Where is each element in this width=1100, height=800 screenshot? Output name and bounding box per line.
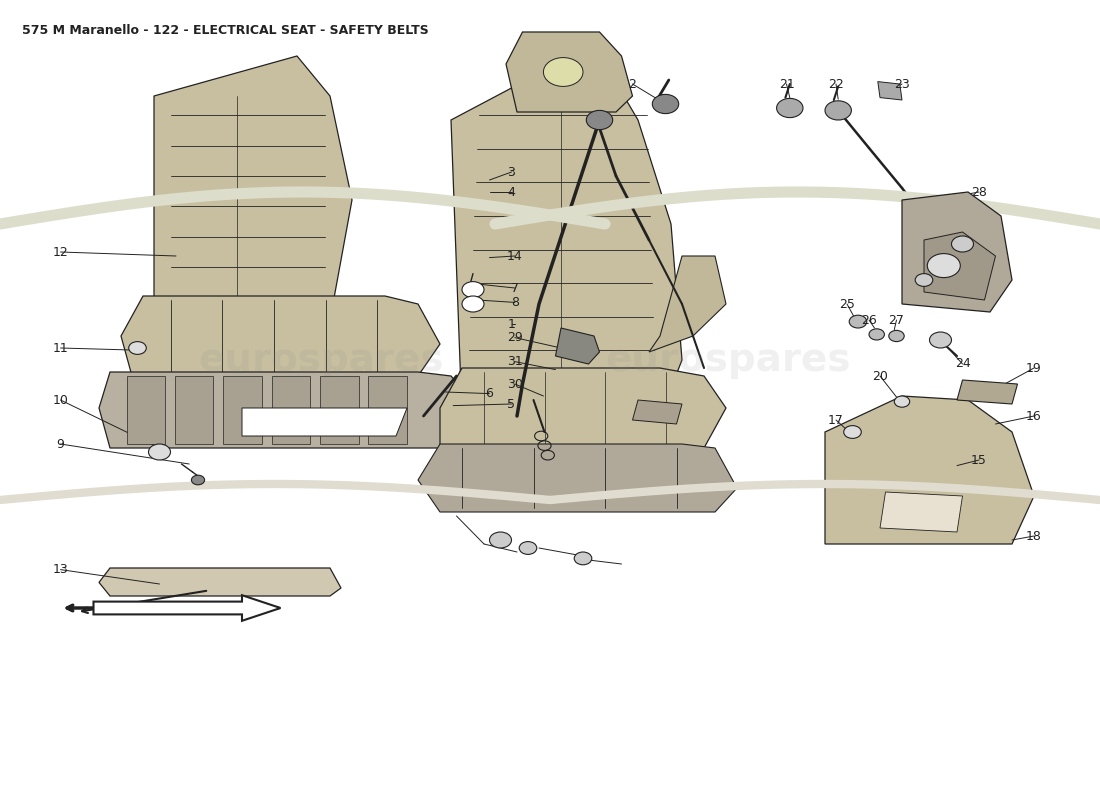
Text: 13: 13 [53, 563, 68, 576]
Text: 3: 3 [507, 166, 516, 178]
Polygon shape [368, 376, 407, 444]
Circle shape [129, 342, 146, 354]
Circle shape [586, 110, 613, 130]
Circle shape [844, 426, 861, 438]
Polygon shape [99, 372, 473, 448]
Text: 29: 29 [507, 331, 522, 344]
Text: 28: 28 [971, 186, 987, 198]
Circle shape [777, 98, 803, 118]
Polygon shape [121, 296, 440, 376]
Polygon shape [154, 56, 352, 360]
Polygon shape [924, 232, 996, 300]
Polygon shape [632, 400, 682, 424]
Text: 16: 16 [1026, 410, 1042, 422]
Text: 24: 24 [955, 358, 970, 370]
Polygon shape [506, 32, 632, 112]
Circle shape [148, 444, 170, 460]
Text: 27: 27 [889, 314, 904, 326]
Polygon shape [126, 376, 165, 444]
Text: 23: 23 [894, 78, 910, 90]
Text: 22: 22 [828, 78, 844, 90]
Polygon shape [649, 256, 726, 352]
Circle shape [652, 94, 679, 114]
Text: 1: 1 [507, 318, 516, 330]
Text: eurospares: eurospares [605, 341, 850, 379]
Circle shape [869, 329, 884, 340]
Text: 26: 26 [861, 314, 877, 326]
Circle shape [825, 101, 851, 120]
Polygon shape [451, 56, 682, 416]
Text: 20: 20 [872, 370, 888, 382]
Text: 18: 18 [1026, 530, 1042, 542]
Polygon shape [242, 408, 407, 436]
Text: 30: 30 [507, 378, 522, 390]
Circle shape [927, 254, 960, 278]
Text: 575 M Maranello - 122 - ELECTRICAL SEAT - SAFETY BELTS: 575 M Maranello - 122 - ELECTRICAL SEAT … [22, 24, 429, 37]
Text: 15: 15 [971, 454, 987, 466]
Text: 10: 10 [53, 394, 68, 406]
Circle shape [462, 296, 484, 312]
Polygon shape [175, 376, 213, 444]
Circle shape [519, 542, 537, 554]
Circle shape [915, 274, 933, 286]
Circle shape [952, 236, 974, 252]
Text: 14: 14 [507, 250, 522, 262]
Text: 25: 25 [839, 298, 855, 310]
Circle shape [543, 58, 583, 86]
Polygon shape [272, 376, 310, 444]
Polygon shape [902, 192, 1012, 312]
Polygon shape [825, 396, 1034, 544]
Polygon shape [223, 376, 262, 444]
Circle shape [849, 315, 867, 328]
Circle shape [930, 332, 952, 348]
Polygon shape [99, 568, 341, 596]
Polygon shape [320, 376, 359, 444]
Polygon shape [556, 328, 600, 364]
Text: 8: 8 [510, 296, 519, 309]
Polygon shape [880, 492, 962, 532]
Polygon shape [957, 380, 1018, 404]
Text: 12: 12 [53, 246, 68, 258]
Text: eurospares: eurospares [198, 341, 443, 379]
Circle shape [894, 396, 910, 407]
Circle shape [191, 475, 205, 485]
Circle shape [889, 330, 904, 342]
Text: 11: 11 [53, 342, 68, 354]
Text: 21: 21 [779, 78, 794, 90]
Text: 5: 5 [507, 398, 516, 410]
Polygon shape [440, 368, 726, 448]
Text: 19: 19 [1026, 362, 1042, 374]
Text: 17: 17 [828, 414, 844, 426]
Text: 6: 6 [485, 387, 494, 400]
Circle shape [574, 552, 592, 565]
Text: 9: 9 [56, 438, 65, 450]
Polygon shape [878, 82, 902, 100]
Text: 31: 31 [507, 355, 522, 368]
Polygon shape [94, 595, 280, 621]
Polygon shape [418, 444, 737, 512]
Text: 2: 2 [628, 78, 637, 90]
Text: 4: 4 [507, 186, 516, 198]
Text: 7: 7 [510, 282, 519, 294]
Circle shape [462, 282, 484, 298]
Circle shape [490, 532, 512, 548]
